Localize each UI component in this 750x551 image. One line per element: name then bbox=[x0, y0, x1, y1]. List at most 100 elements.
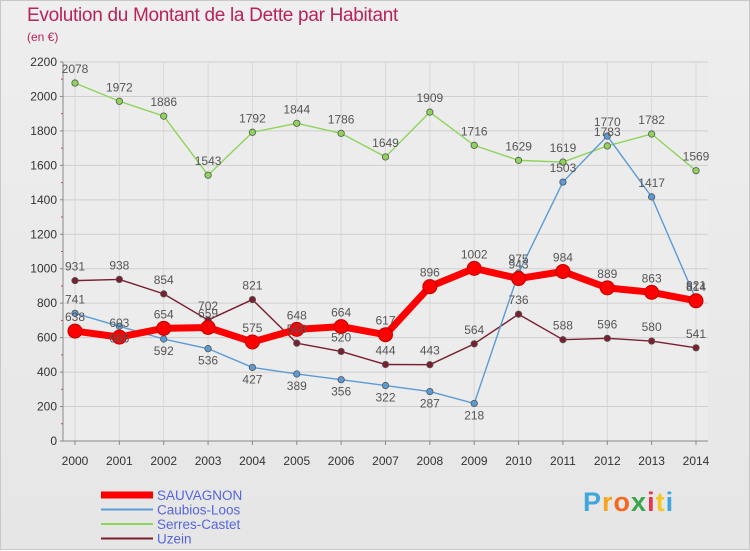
data-label-sauvagnon-2014: 814 bbox=[686, 280, 706, 294]
point-caubios-loos-2008 bbox=[426, 387, 434, 396]
data-label-uzein-2003: 702 bbox=[198, 299, 218, 313]
point-sauvagnon-2013 bbox=[644, 284, 660, 300]
point-caubios-loos-2007 bbox=[381, 381, 390, 390]
point-sauvagnon-2002 bbox=[156, 320, 172, 336]
point-sauvagnon-2005 bbox=[289, 321, 305, 337]
data-label-uzein-2000: 931 bbox=[65, 260, 85, 274]
legend-label-serres-castet: Serres-Castet bbox=[157, 517, 241, 532]
point-serres-castet-2003 bbox=[204, 171, 212, 179]
xtick-label-2012: 2012 bbox=[594, 454, 621, 468]
point-serres-castet-2005 bbox=[293, 119, 301, 127]
point-sauvagnon-2008 bbox=[422, 279, 438, 295]
data-label-sauvagnon-2013: 863 bbox=[642, 271, 662, 285]
ytick-label-2000: 2000 bbox=[30, 89, 57, 103]
point-uzein-2006 bbox=[337, 347, 345, 356]
point-caubios-loos-2005 bbox=[293, 370, 301, 378]
data-label-serres-castet-2014: 1569 bbox=[683, 150, 710, 164]
data-label-serres-castet-2006: 1786 bbox=[328, 112, 355, 126]
ytick-label-1000: 1000 bbox=[30, 262, 57, 276]
data-label-serres-castet-2001: 1972 bbox=[106, 80, 133, 94]
chart-subtitle: (en €) bbox=[27, 30, 59, 44]
point-uzein-2013 bbox=[648, 337, 656, 345]
point-sauvagnon-2006 bbox=[333, 319, 349, 335]
point-serres-castet-2006 bbox=[337, 129, 345, 137]
data-label-uzein-2010: 736 bbox=[509, 293, 529, 307]
logo-letter: x bbox=[631, 487, 648, 517]
data-label-sauvagnon-2000: 638 bbox=[65, 310, 85, 324]
point-uzein-2005 bbox=[293, 339, 301, 347]
data-label-serres-castet-2000: 2078 bbox=[62, 62, 89, 76]
point-sauvagnon-2014 bbox=[688, 293, 704, 309]
data-label-sauvagnon-2012: 889 bbox=[597, 267, 617, 281]
ytick-label-0: 0 bbox=[50, 434, 57, 448]
point-uzein-2002 bbox=[160, 290, 168, 298]
data-label-uzein-2014: 541 bbox=[686, 327, 706, 341]
logo-letter: i bbox=[665, 487, 675, 517]
data-label-sauvagnon-2002: 654 bbox=[154, 307, 174, 321]
point-sauvagnon-2009 bbox=[466, 260, 482, 276]
point-sauvagnon-2000 bbox=[67, 323, 83, 339]
point-caubios-loos-2012 bbox=[603, 132, 611, 140]
data-label-serres-castet-2010: 1629 bbox=[505, 139, 532, 153]
chart-title: Evolution du Montant de la Dette par Hab… bbox=[27, 5, 398, 26]
logo-letter: P bbox=[583, 487, 603, 517]
point-uzein-2008 bbox=[426, 361, 434, 369]
xtick-label-2005: 2005 bbox=[283, 454, 310, 468]
logo-letter: i bbox=[647, 487, 656, 517]
ytick-label-1600: 1600 bbox=[30, 158, 57, 172]
data-label-caubios-loos-2000: 741 bbox=[65, 292, 85, 306]
data-label-serres-castet-2002: 1886 bbox=[150, 95, 177, 109]
point-uzein-2000 bbox=[71, 277, 79, 285]
logo-letter: t bbox=[655, 487, 666, 517]
logo-letter: r bbox=[602, 487, 614, 517]
data-label-uzein-2005: 568 bbox=[287, 322, 307, 336]
ytick-label-2200: 2200 bbox=[30, 55, 57, 69]
data-label-caubios-loos-2008: 287 bbox=[420, 397, 440, 411]
data-label-caubios-loos-2007: 322 bbox=[375, 391, 395, 405]
ytick-label-1200: 1200 bbox=[30, 227, 57, 241]
point-serres-castet-2004 bbox=[248, 128, 257, 136]
xtick-label-2002: 2002 bbox=[150, 454, 177, 468]
point-serres-castet-2012 bbox=[603, 142, 611, 150]
data-label-sauvagnon-2005: 648 bbox=[287, 308, 307, 322]
ytick-label-200: 200 bbox=[37, 400, 57, 414]
xtick-label-2004: 2004 bbox=[239, 454, 266, 468]
xtick-label-2003: 2003 bbox=[195, 454, 222, 468]
point-uzein-2009 bbox=[470, 340, 478, 348]
proxiti-logo: Proxiti bbox=[583, 487, 674, 518]
point-serres-castet-2014 bbox=[692, 167, 700, 175]
data-label-caubios-loos-2004: 427 bbox=[242, 372, 262, 386]
data-label-uzein-2002: 854 bbox=[154, 273, 174, 287]
data-label-caubios-loos-2011: 1503 bbox=[550, 161, 577, 175]
data-label-uzein-2001: 938 bbox=[109, 258, 129, 272]
xtick-label-2010: 2010 bbox=[505, 454, 532, 468]
xtick-label-2008: 2008 bbox=[417, 454, 444, 468]
data-label-uzein-2013: 580 bbox=[642, 320, 662, 334]
data-label-serres-castet-2013: 1782 bbox=[638, 113, 665, 127]
point-serres-castet-2009 bbox=[470, 141, 478, 149]
legend-label-sauvagnon: SAUVAGNON bbox=[157, 488, 242, 503]
data-label-serres-castet-2009: 1716 bbox=[461, 124, 488, 138]
data-label-uzein-2007: 444 bbox=[375, 344, 395, 358]
data-label-serres-castet-2011: 1619 bbox=[550, 141, 577, 155]
point-serres-castet-2002 bbox=[160, 112, 168, 120]
point-sauvagnon-2011 bbox=[555, 263, 571, 279]
point-serres-castet-2007 bbox=[381, 153, 390, 161]
point-serres-castet-2010 bbox=[514, 156, 523, 164]
data-label-serres-castet-2008: 1909 bbox=[417, 91, 444, 105]
point-caubios-loos-2011 bbox=[559, 178, 567, 186]
data-label-sauvagnon-2008: 896 bbox=[420, 266, 440, 280]
point-sauvagnon-2003 bbox=[200, 319, 216, 335]
data-label-caubios-loos-2010: 975 bbox=[509, 252, 529, 266]
point-caubios-loos-2003 bbox=[204, 345, 212, 353]
point-caubios-loos-2001 bbox=[115, 322, 123, 330]
data-label-caubios-loos-2013: 1417 bbox=[638, 176, 665, 190]
point-sauvagnon-2004 bbox=[244, 334, 260, 350]
data-label-caubios-loos-2002: 592 bbox=[154, 344, 174, 358]
point-caubios-loos-2013 bbox=[648, 193, 656, 201]
data-label-sauvagnon-2004: 575 bbox=[242, 321, 262, 335]
point-uzein-2001 bbox=[115, 275, 123, 284]
data-label-serres-castet-2004: 1792 bbox=[239, 111, 266, 125]
xtick-label-2014: 2014 bbox=[683, 454, 710, 468]
data-label-uzein-2004: 821 bbox=[242, 279, 262, 293]
